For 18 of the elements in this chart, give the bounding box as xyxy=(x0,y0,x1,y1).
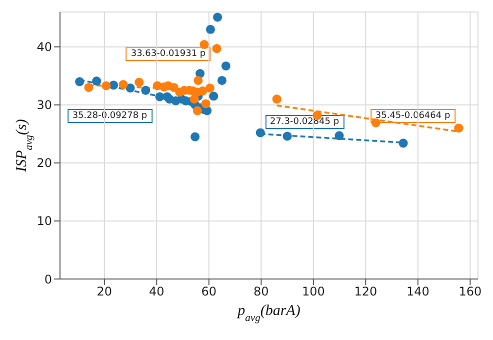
x-tick-label: 160 xyxy=(458,284,482,299)
y-tick-label: 40 xyxy=(36,40,52,54)
x-tick-label: 100 xyxy=(302,284,325,299)
y-tick-label: 20 xyxy=(36,156,52,170)
x-tick-label: 20 xyxy=(96,284,112,299)
x-tick-label: 140 xyxy=(406,284,430,299)
x-tick-label: 80 xyxy=(254,284,269,299)
annotation: 33.63-0.01931 p xyxy=(126,46,211,61)
annotation: 27.3-0.02845 p xyxy=(264,115,344,129)
x-axis-title: p$_{avg}$(barA) xyxy=(236,303,300,324)
x-tick-label: 60 xyxy=(201,284,217,299)
annotation: 35.28-0.09278 p xyxy=(67,109,152,124)
x-tick-label: 120 xyxy=(354,284,378,299)
y-tick-label: 30 xyxy=(36,98,52,112)
y-tick-label: 0 xyxy=(44,272,52,286)
x-tick-label: 40 xyxy=(149,284,164,299)
y-tick-label: 10 xyxy=(36,214,52,228)
annotation: 35.45-0.06464 p xyxy=(370,109,456,124)
